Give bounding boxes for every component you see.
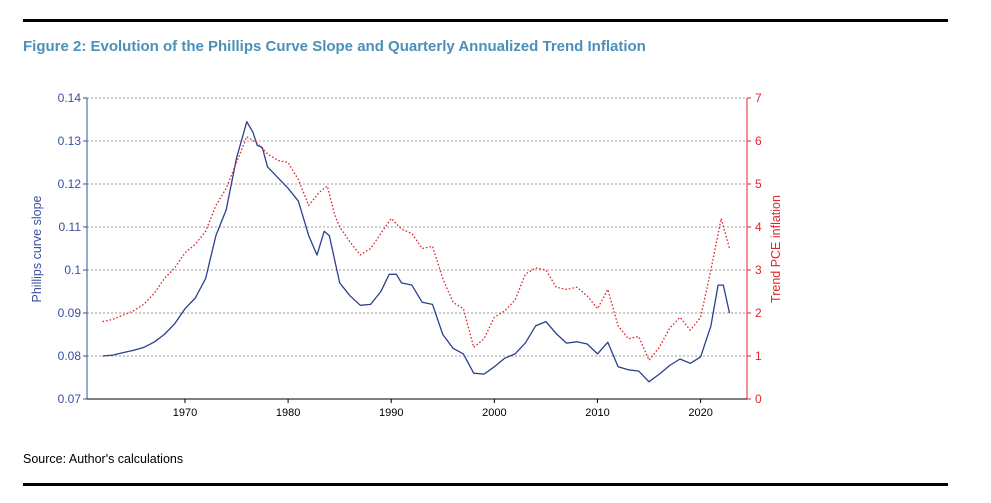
- y-axis-label-left: Phillips curve slope: [30, 195, 44, 302]
- right-tick-label: 4: [755, 220, 762, 234]
- left-tick-label: 0.08: [58, 349, 82, 363]
- right-tick-label: 7: [755, 91, 762, 105]
- series-group: [102, 121, 731, 383]
- left-tick-label: 0.09: [58, 306, 82, 320]
- bottom-rule: [23, 483, 948, 486]
- figure-title: Figure 2: Evolution of the Phillips Curv…: [23, 38, 646, 55]
- gridlines: [87, 97, 747, 400]
- right-tick-label: 5: [755, 177, 762, 191]
- x-tick-label: 1970: [173, 407, 197, 419]
- right-tick-label: 2: [755, 306, 762, 320]
- left-tick-label: 0.1: [64, 263, 81, 277]
- inflation-series-line: [102, 136, 731, 361]
- left-tick-label: 0.12: [58, 177, 82, 191]
- left-axis-ticks: 0.07 0.08 0.09 0.1 0.11 0.12 0.13 0.14: [58, 91, 87, 406]
- slope-series-line: [102, 121, 731, 383]
- left-tick-label: 0.14: [58, 91, 82, 105]
- source-note: Source: Author's calculations: [23, 452, 184, 466]
- y-axis-label-right: Trend PCE inflation: [769, 195, 783, 303]
- right-tick-label: 1: [755, 349, 762, 363]
- x-tick-label: 2020: [688, 407, 712, 419]
- left-tick-label: 0.11: [59, 220, 82, 234]
- x-tick-label: 2010: [585, 407, 609, 419]
- left-tick-label: 0.07: [58, 392, 82, 406]
- right-tick-label: 3: [755, 263, 762, 277]
- right-axis-ticks: 0 1 2 3 4 5 6 7: [747, 91, 762, 406]
- x-tick-label: 2000: [482, 407, 506, 419]
- left-tick-label: 0.13: [58, 134, 82, 148]
- x-tick-label: 1990: [379, 407, 403, 419]
- top-rule: [23, 19, 948, 22]
- right-tick-label: 6: [755, 134, 762, 148]
- right-tick-label: 0: [755, 392, 762, 406]
- x-axis-ticks: 1970 1980 1990 2000 2010 2020: [173, 399, 713, 419]
- x-tick-label: 1980: [276, 407, 300, 419]
